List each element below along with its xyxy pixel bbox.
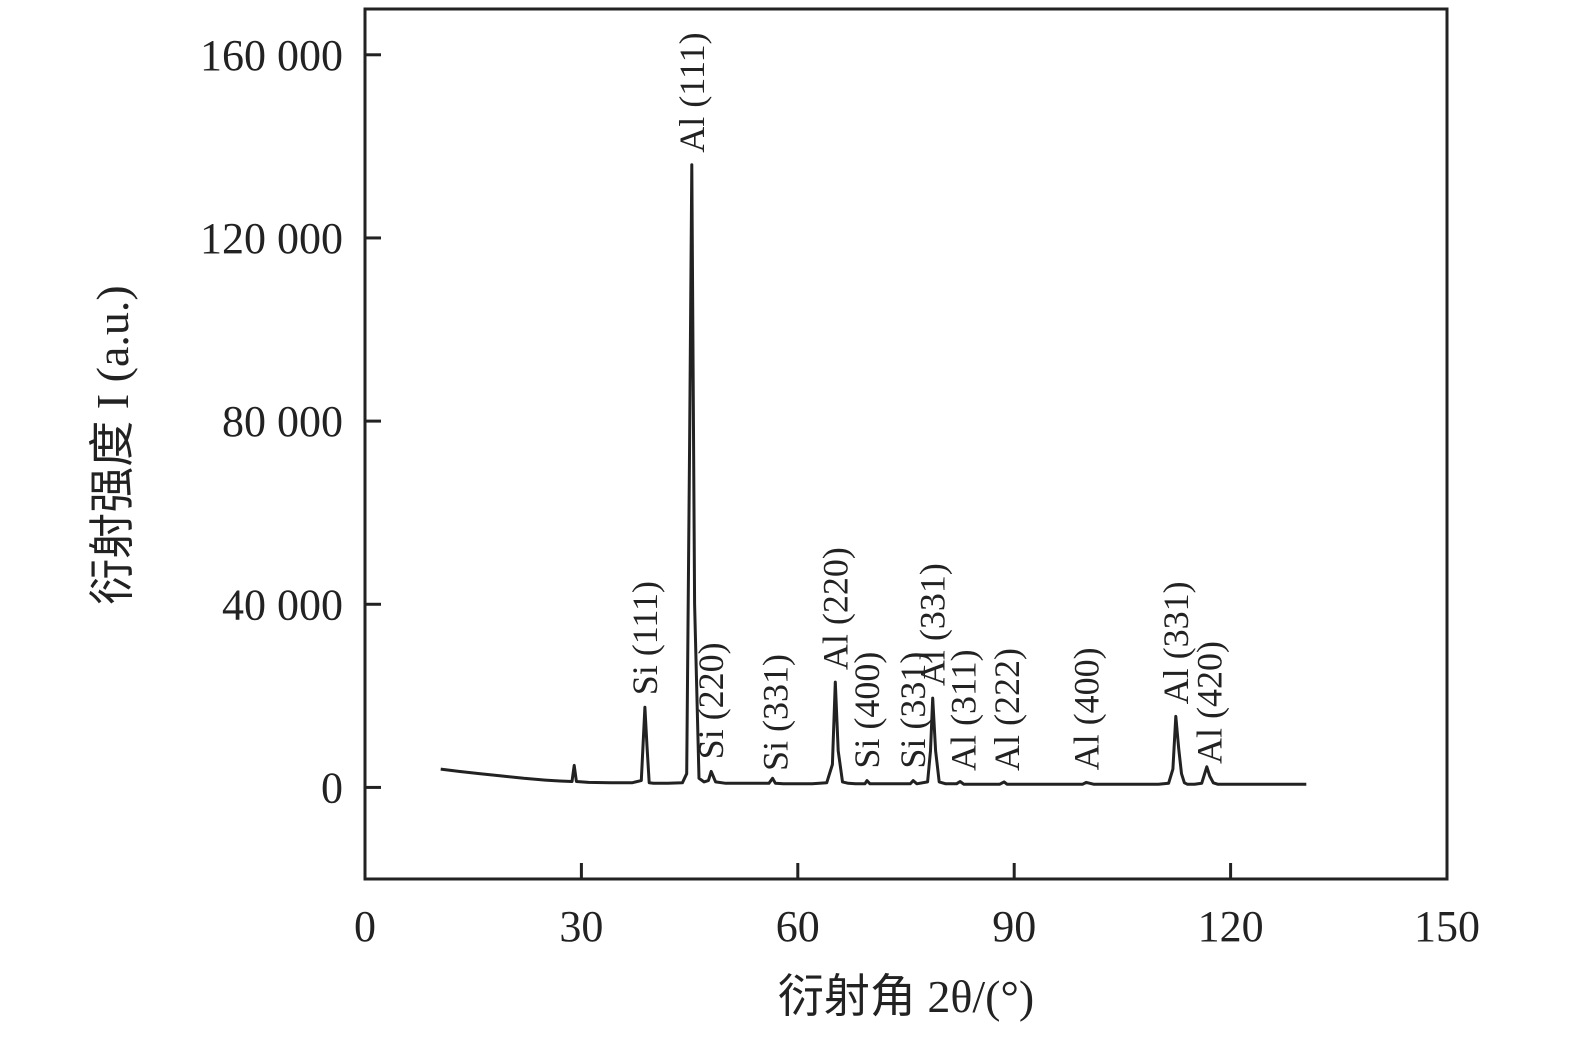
x-tick-label: 150 <box>1414 902 1480 951</box>
x-axis-title: 衍射角 2θ/(°) <box>778 971 1034 1022</box>
x-tick-label: 90 <box>992 902 1036 951</box>
diffraction-series-line <box>440 163 1307 786</box>
peak-label: Si (331) <box>755 654 795 771</box>
y-tick-label: 80 000 <box>222 397 343 446</box>
peak-label: Al (420) <box>1190 641 1230 764</box>
peak-labels: Si (111) Al (111) Si (220) Si (331) Al (220)… <box>625 32 1230 771</box>
peak-label: Si (111) <box>625 581 665 695</box>
peak-label: Al (222) <box>987 648 1027 771</box>
y-tick-label: 0 <box>321 763 343 812</box>
y-tick-label: 120 000 <box>200 214 343 263</box>
x-tick-label: 0 <box>354 902 376 951</box>
peak-label: Si (331) <box>893 652 933 769</box>
plot-frame <box>363 7 1449 881</box>
x-tick-label: 120 <box>1198 902 1264 951</box>
x-tick-label: 60 <box>776 902 820 951</box>
peak-label: Si (220) <box>691 642 731 759</box>
peak-label: Al (220) <box>815 547 855 670</box>
y-tick-label: 160 000 <box>200 31 343 80</box>
peak-label: Al (331) <box>1156 581 1196 704</box>
peak-label: Al (331) <box>913 563 953 686</box>
x-axis-ticks: 0 30 60 90 120 150 <box>354 863 1480 951</box>
y-tick-label: 40 000 <box>222 580 343 629</box>
peak-label: Al (400) <box>1066 647 1106 770</box>
x-tick-label: 30 <box>559 902 603 951</box>
peak-label: Si (400) <box>847 652 887 769</box>
peak-label: Al (311) <box>944 649 984 771</box>
y-axis-title: 衍射强度 I (a.u.) <box>87 285 138 604</box>
y-axis-ticks: 0 40 000 80 000 120 000 160 000 <box>200 31 381 812</box>
peak-label: Al (111) <box>672 32 712 152</box>
